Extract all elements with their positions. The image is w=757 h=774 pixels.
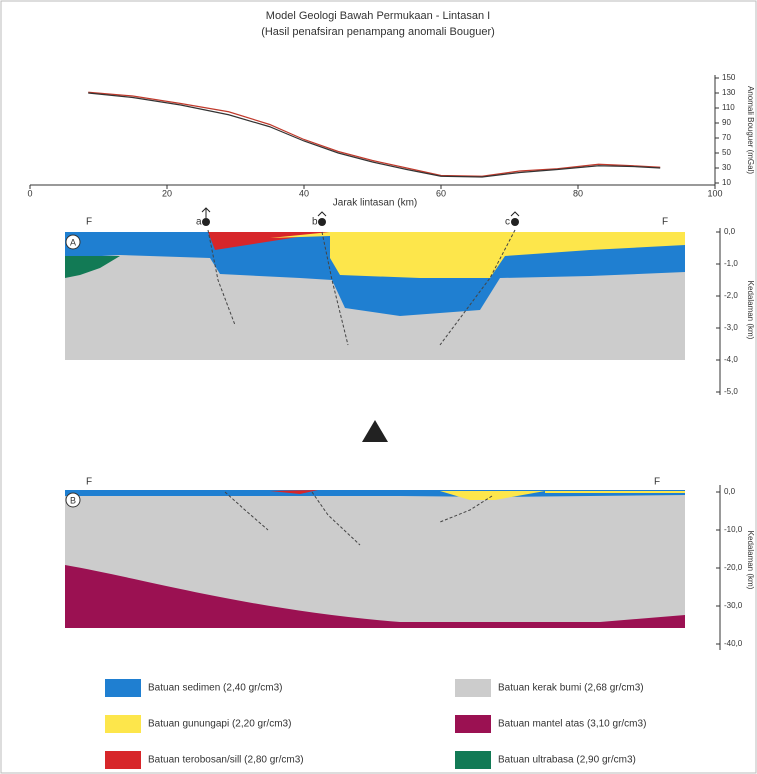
y-tick-label: 10 [722,178,731,187]
x-tick-label: 40 [299,188,309,198]
legend-label: Batuan kerak bumi (2,68 gr/cm3) [498,683,644,694]
fault-arrow [202,208,210,218]
end-label: F [86,217,92,228]
y-tick-label: 70 [722,133,731,142]
depth-tick-label: -30,0 [724,601,743,610]
legend-swatch [105,715,141,733]
legend-label: Batuan gunungapi (2,20 gr/cm3) [148,719,291,730]
depth-tick-label: 0,0 [724,487,736,496]
depth-tick-label: -5,0 [724,387,738,396]
y-tick-label: 50 [722,148,731,157]
legend-label: Batuan sedimen (2,40 gr/cm3) [148,683,283,694]
fault-arrow [511,212,519,216]
y-tick-label: 150 [722,73,736,82]
frame [1,1,756,773]
figure: Model Geologi Bawah Permukaan - Lintasan… [0,0,757,774]
fault-label: a [196,217,202,228]
depth-tick-label: -1,0 [724,259,738,268]
depth-tick-label: 0,0 [724,227,736,236]
x-tick-label: 0 [27,188,32,198]
y-tick-label: 30 [722,163,731,172]
x-tick-label: 100 [707,188,722,198]
legend-label: Batuan mantel atas (3,10 gr/cm3) [498,719,646,730]
y-tick-label: 90 [722,118,731,127]
x-axis-label: Jarak lintasan (km) [333,198,417,209]
fault-symbol [318,218,326,226]
depth-tick-label: -2,0 [724,291,738,300]
end-label: F [86,477,92,488]
end-label: F [662,217,668,228]
depth-tick-label: -10,0 [724,525,743,534]
section-label: B [70,495,76,505]
y-tick-label: 130 [722,88,736,97]
title: Model Geologi Bawah Permukaan - Lintasan… [266,10,490,22]
end-label: F [654,477,660,488]
subtitle: (Hasil penafsiran penampang anomali Boug… [261,26,495,38]
direction-arrow [362,420,388,442]
volcanic-layer [545,491,685,493]
x-tick-label: 60 [436,188,446,198]
legend-label: Batuan ultrabasa (2,90 gr/cm3) [498,755,636,766]
depth-tick-label: -40,0 [724,639,743,648]
depth-tick-label: -20,0 [724,563,743,572]
profile-line [88,93,660,177]
fault-symbol [202,218,210,226]
profile-line [88,92,660,176]
y-axis-label: Anomali Bouguer (mGal) [746,86,755,174]
depth-tick-label: -3,0 [724,323,738,332]
section-a: A F a b c F Kedalaman (km) [65,208,755,395]
legend-swatch [455,679,491,697]
depth-tick-label: -4,0 [724,355,738,364]
depth-axis-label: Kedalaman (km) [746,531,755,590]
fault-label: b [312,217,318,228]
x-tick-label: 20 [162,188,172,198]
x-tick-label: 80 [573,188,583,198]
legend-label: Batuan terobosan/sill (2,80 gr/cm3) [148,755,304,766]
fault-symbol [511,218,519,226]
section-label: A [70,237,76,247]
legend-swatch [455,751,491,769]
section-b: B F F Kedalaman (km) [65,477,755,650]
depth-axis-label: Kedalaman (km) [746,281,755,340]
legend-swatch [105,679,141,697]
legend-swatch [105,751,141,769]
fault-arrow [318,212,326,216]
legend-swatch [455,715,491,733]
y-tick-label: 110 [722,103,735,112]
fault-label: c [505,217,510,228]
